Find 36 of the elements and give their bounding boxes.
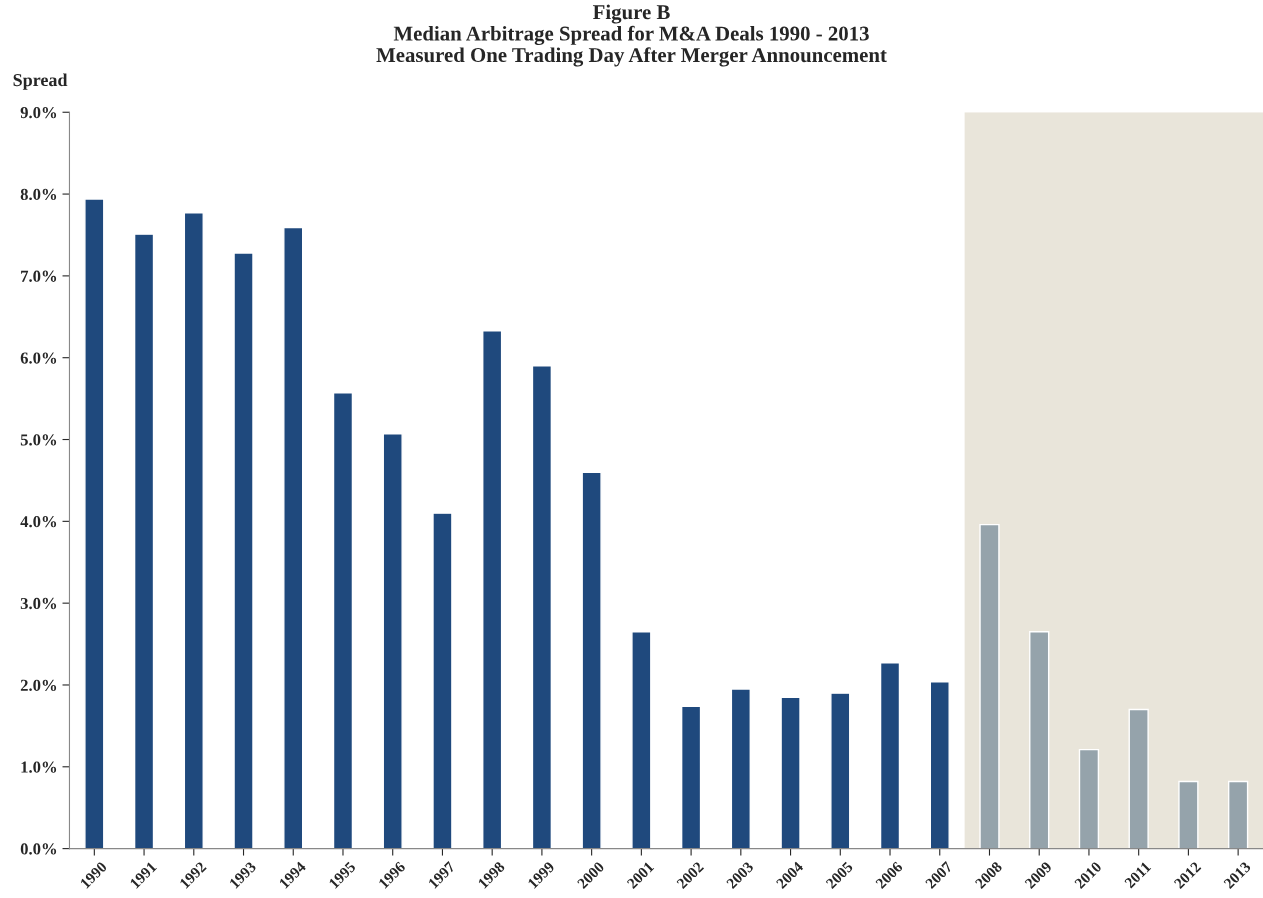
bar bbox=[879, 662, 901, 849]
bar bbox=[730, 688, 751, 849]
bar bbox=[680, 705, 702, 849]
bar bbox=[1128, 708, 1149, 849]
y-tick-label: 7.0% bbox=[21, 270, 57, 282]
bar bbox=[780, 696, 801, 849]
y-tick-label: 9.0% bbox=[20, 106, 57, 119]
bar bbox=[283, 226, 304, 849]
y-axis-title: Spread bbox=[13, 73, 68, 90]
bar bbox=[482, 330, 503, 849]
bar bbox=[1029, 631, 1050, 849]
bar bbox=[531, 365, 553, 849]
bar bbox=[84, 198, 105, 849]
bar bbox=[830, 692, 851, 849]
y-tick-label: 4.0% bbox=[20, 516, 57, 528]
y-tick-label: 8.0% bbox=[20, 188, 57, 201]
bar bbox=[631, 631, 652, 849]
y-tick-label: 3.0% bbox=[20, 597, 57, 610]
bar bbox=[1078, 748, 1100, 849]
bar bbox=[133, 233, 155, 849]
y-tick-label: 2.0% bbox=[20, 679, 57, 691]
bar bbox=[929, 681, 950, 849]
bar bbox=[581, 471, 602, 849]
bar bbox=[233, 252, 254, 849]
y-tick-label: 6.0% bbox=[20, 352, 57, 364]
y-tick-label: 1.0% bbox=[21, 761, 57, 773]
y-tick-label: 5.0% bbox=[20, 434, 57, 446]
bar bbox=[979, 523, 1000, 849]
bar bbox=[183, 212, 204, 849]
y-tick-label: 0.0% bbox=[20, 843, 57, 855]
chart-title: Figure B Median Arbitrage Spread for M&A Deals 1990 - 2013 Measured One Trading Day After Merger Announcement bbox=[376, 4, 887, 67]
bar bbox=[432, 512, 453, 849]
bar bbox=[1178, 780, 1199, 849]
bar bbox=[1227, 780, 1249, 849]
bar bbox=[382, 433, 403, 849]
bar bbox=[332, 392, 354, 849]
